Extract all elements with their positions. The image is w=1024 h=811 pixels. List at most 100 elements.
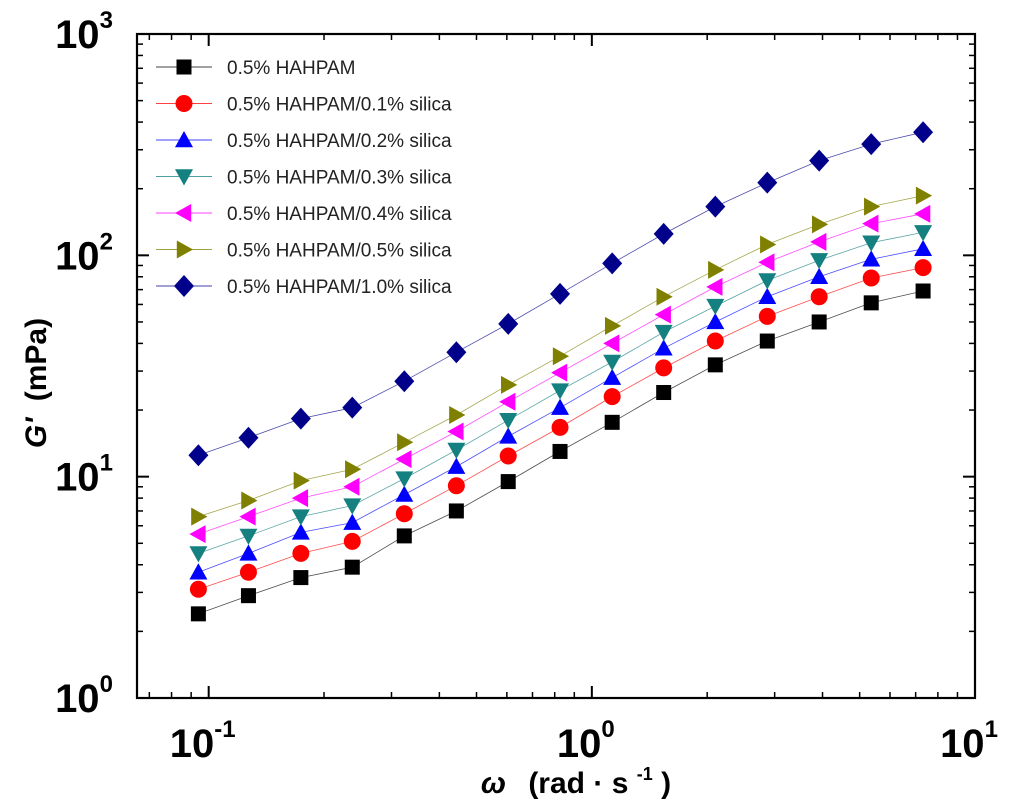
data-point-4-15 bbox=[914, 225, 933, 242]
data-point-3-1 bbox=[189, 563, 208, 580]
data-point-7-12 bbox=[757, 171, 778, 194]
data-point-5-10 bbox=[654, 305, 671, 324]
data-point-7-4 bbox=[342, 396, 363, 419]
series-5 bbox=[189, 204, 931, 544]
series-3 bbox=[189, 239, 933, 580]
data-point-7-1 bbox=[188, 444, 209, 467]
data-point-7-6 bbox=[446, 341, 467, 364]
data-point-7-13 bbox=[809, 149, 830, 172]
data-point-6-5 bbox=[397, 433, 414, 452]
data-point-5-6 bbox=[447, 422, 464, 441]
data-point-5-15 bbox=[914, 204, 931, 223]
legend-entry-6: 0.5% HAHPAM/0.5% silica bbox=[156, 240, 452, 262]
plot-frame bbox=[135, 32, 977, 700]
data-point-6-12 bbox=[760, 235, 777, 254]
data-point-4-12 bbox=[758, 273, 777, 290]
data-point-5-5 bbox=[395, 450, 412, 469]
x-tick-base-2: 10 bbox=[557, 722, 602, 766]
legend-marker-3 bbox=[175, 131, 193, 148]
legend-marker-5 bbox=[175, 204, 192, 222]
x-tick-base-1: 10 bbox=[170, 722, 215, 766]
data-point-6-2 bbox=[241, 491, 258, 510]
data-point-2-15 bbox=[914, 259, 932, 277]
data-point-3-11 bbox=[706, 312, 725, 330]
data-point-5-1 bbox=[189, 525, 206, 544]
legend-label-7: 0.5% HAHPAM/1.0% silica bbox=[227, 277, 452, 298]
legend-marker-6 bbox=[176, 240, 193, 259]
data-point-1-13 bbox=[811, 314, 827, 330]
data-point-5-11 bbox=[706, 277, 723, 296]
data-point-4-8 bbox=[551, 383, 570, 400]
data-point-7-7 bbox=[498, 312, 519, 335]
y-tick-label-1: 100 bbox=[55, 671, 113, 721]
data-point-1-14 bbox=[863, 295, 879, 311]
data-point-3-10 bbox=[654, 339, 673, 356]
data-point-1-6 bbox=[448, 503, 464, 519]
data-point-1-7 bbox=[500, 474, 516, 490]
data-point-4-3 bbox=[291, 509, 310, 526]
data-point-1-5 bbox=[396, 528, 412, 544]
data-point-5-2 bbox=[239, 507, 256, 526]
x-axis-unit-dot: · bbox=[593, 767, 603, 800]
x-axis-unit-open: (rad bbox=[528, 767, 585, 800]
data-point-5-14 bbox=[862, 214, 879, 233]
x-tick-label-1: 10-1 bbox=[170, 716, 236, 766]
data-point-2-11 bbox=[706, 332, 724, 350]
data-point-7-14 bbox=[861, 133, 882, 156]
data-point-1-9 bbox=[604, 414, 620, 430]
y-tick-exp-1: 0 bbox=[100, 671, 113, 698]
y-tick-base-3: 10 bbox=[55, 234, 100, 278]
data-point-1-3 bbox=[293, 570, 309, 586]
data-point-5-8 bbox=[551, 363, 568, 382]
y-axis-unit: (mPa) bbox=[20, 318, 53, 401]
data-point-1-8 bbox=[552, 443, 568, 459]
data-point-2-12 bbox=[758, 307, 776, 325]
data-point-6-14 bbox=[864, 197, 881, 216]
x-tick-exp-3: 1 bbox=[985, 716, 998, 743]
data-point-4-11 bbox=[706, 298, 725, 316]
legend-entry-1: 0.5% HAHPAM bbox=[156, 58, 355, 79]
data-point-6-3 bbox=[293, 471, 310, 490]
series-4 bbox=[189, 225, 933, 563]
data-point-1-4 bbox=[344, 559, 360, 575]
legend-entry-4: 0.5% HAHPAM/0.3% silica bbox=[156, 168, 452, 189]
data-point-6-15 bbox=[915, 186, 933, 205]
data-point-5-13 bbox=[810, 232, 827, 251]
data-point-3-4 bbox=[343, 513, 362, 530]
data-point-2-8 bbox=[551, 418, 569, 436]
data-point-4-1 bbox=[189, 546, 208, 563]
data-point-7-5 bbox=[394, 370, 415, 393]
data-point-2-2 bbox=[239, 563, 257, 581]
data-point-2-7 bbox=[499, 447, 517, 465]
data-point-4-4 bbox=[343, 498, 362, 515]
data-point-2-3 bbox=[292, 544, 310, 562]
data-point-7-10 bbox=[653, 222, 674, 245]
data-point-4-7 bbox=[499, 412, 518, 430]
series-6 bbox=[191, 186, 933, 526]
series-layer bbox=[188, 121, 934, 622]
data-point-6-6 bbox=[449, 405, 466, 424]
x-tick-base-3: 10 bbox=[940, 722, 985, 766]
legend-entry-2: 0.5% HAHPAM/0.1% silica bbox=[156, 95, 452, 116]
series-1 bbox=[190, 283, 931, 622]
legend-entry-3: 0.5% HAHPAM/0.2% silica bbox=[156, 131, 452, 152]
legend-marker-1 bbox=[176, 59, 192, 75]
data-point-3-8 bbox=[551, 398, 570, 415]
data-point-3-5 bbox=[395, 485, 414, 502]
data-point-3-3 bbox=[291, 523, 310, 540]
data-point-4-13 bbox=[810, 253, 829, 270]
x-tick-label-2: 100 bbox=[557, 716, 615, 766]
legend-marker-7 bbox=[174, 275, 194, 297]
x-axis-title: ω (rad · s -1 ) bbox=[481, 754, 671, 800]
x-axis-symbol: ω bbox=[481, 767, 506, 800]
data-point-6-10 bbox=[656, 287, 673, 306]
x-axis-unit-close: ) bbox=[661, 767, 671, 800]
data-point-5-7 bbox=[499, 392, 516, 411]
data-point-7-15 bbox=[913, 121, 934, 144]
data-point-2-13 bbox=[810, 288, 828, 306]
data-point-1-2 bbox=[240, 588, 256, 604]
data-point-3-7 bbox=[499, 427, 518, 444]
y-tick-base-4: 10 bbox=[55, 13, 100, 57]
data-point-3-13 bbox=[810, 267, 829, 284]
